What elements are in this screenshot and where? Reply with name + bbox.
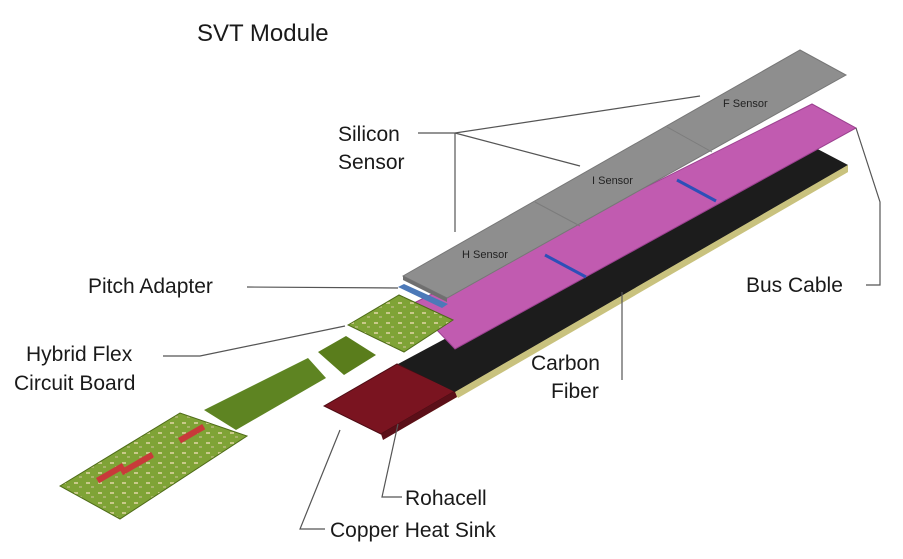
hybrid-flex-tail	[204, 358, 326, 430]
label-silicon-sensor: Silicon	[338, 123, 400, 146]
label-hybrid: Hybrid Flex	[26, 343, 133, 366]
label-rohacell: Rohacell	[405, 487, 487, 510]
label-carbon-fiber: Fiber	[551, 380, 599, 403]
leader-pitch-adapter	[246, 286, 399, 289]
label-hybrid: Circuit Board	[14, 372, 135, 395]
label-carbon-fiber: Carbon	[531, 352, 600, 375]
pitch-adapter	[398, 284, 448, 308]
hybrid-trace	[95, 463, 125, 484]
bus-cable-layer	[411, 103, 858, 350]
leader-bus-cable	[855, 127, 881, 286]
label-pitch-adapter: Pitch Adapter	[88, 275, 213, 298]
silicon-sensor-strip	[401, 49, 848, 299]
leader-hybrid	[163, 325, 346, 357]
copper-heat-sink-edge	[381, 391, 457, 440]
leader-copper-heat-sink	[299, 429, 341, 530]
carbon-fiber-edge	[455, 165, 848, 398]
leader-rohacell	[381, 423, 402, 498]
sensor-divider	[534, 201, 581, 227]
i-sensor-label: I Sensor	[592, 175, 633, 187]
leader-silicon-sensor	[454, 132, 581, 167]
hybrid-trace	[178, 424, 206, 444]
f-sensor-label: F Sensor	[723, 98, 768, 110]
diagram-title: SVT Module	[197, 20, 329, 47]
sensor-divider	[666, 126, 713, 153]
leader-silicon-sensor	[418, 95, 701, 134]
carbon-fiber-layer	[398, 144, 848, 392]
hybrid-trace	[120, 452, 155, 476]
bus-cable-stripe	[544, 253, 587, 279]
h-sensor-label: H Sensor	[462, 249, 508, 261]
bus-cable-stripe	[676, 178, 717, 203]
label-copper-heat-sink: Copper Heat Sink	[330, 519, 496, 542]
label-silicon-sensor: Sensor	[338, 151, 405, 174]
sensor-edge	[403, 276, 447, 302]
label-bus-cable: Bus Cable	[746, 274, 843, 297]
hybrid-board-bottom	[59, 412, 249, 520]
hybrid-board-top	[346, 294, 455, 353]
hybrid-flex-segment	[318, 336, 376, 375]
